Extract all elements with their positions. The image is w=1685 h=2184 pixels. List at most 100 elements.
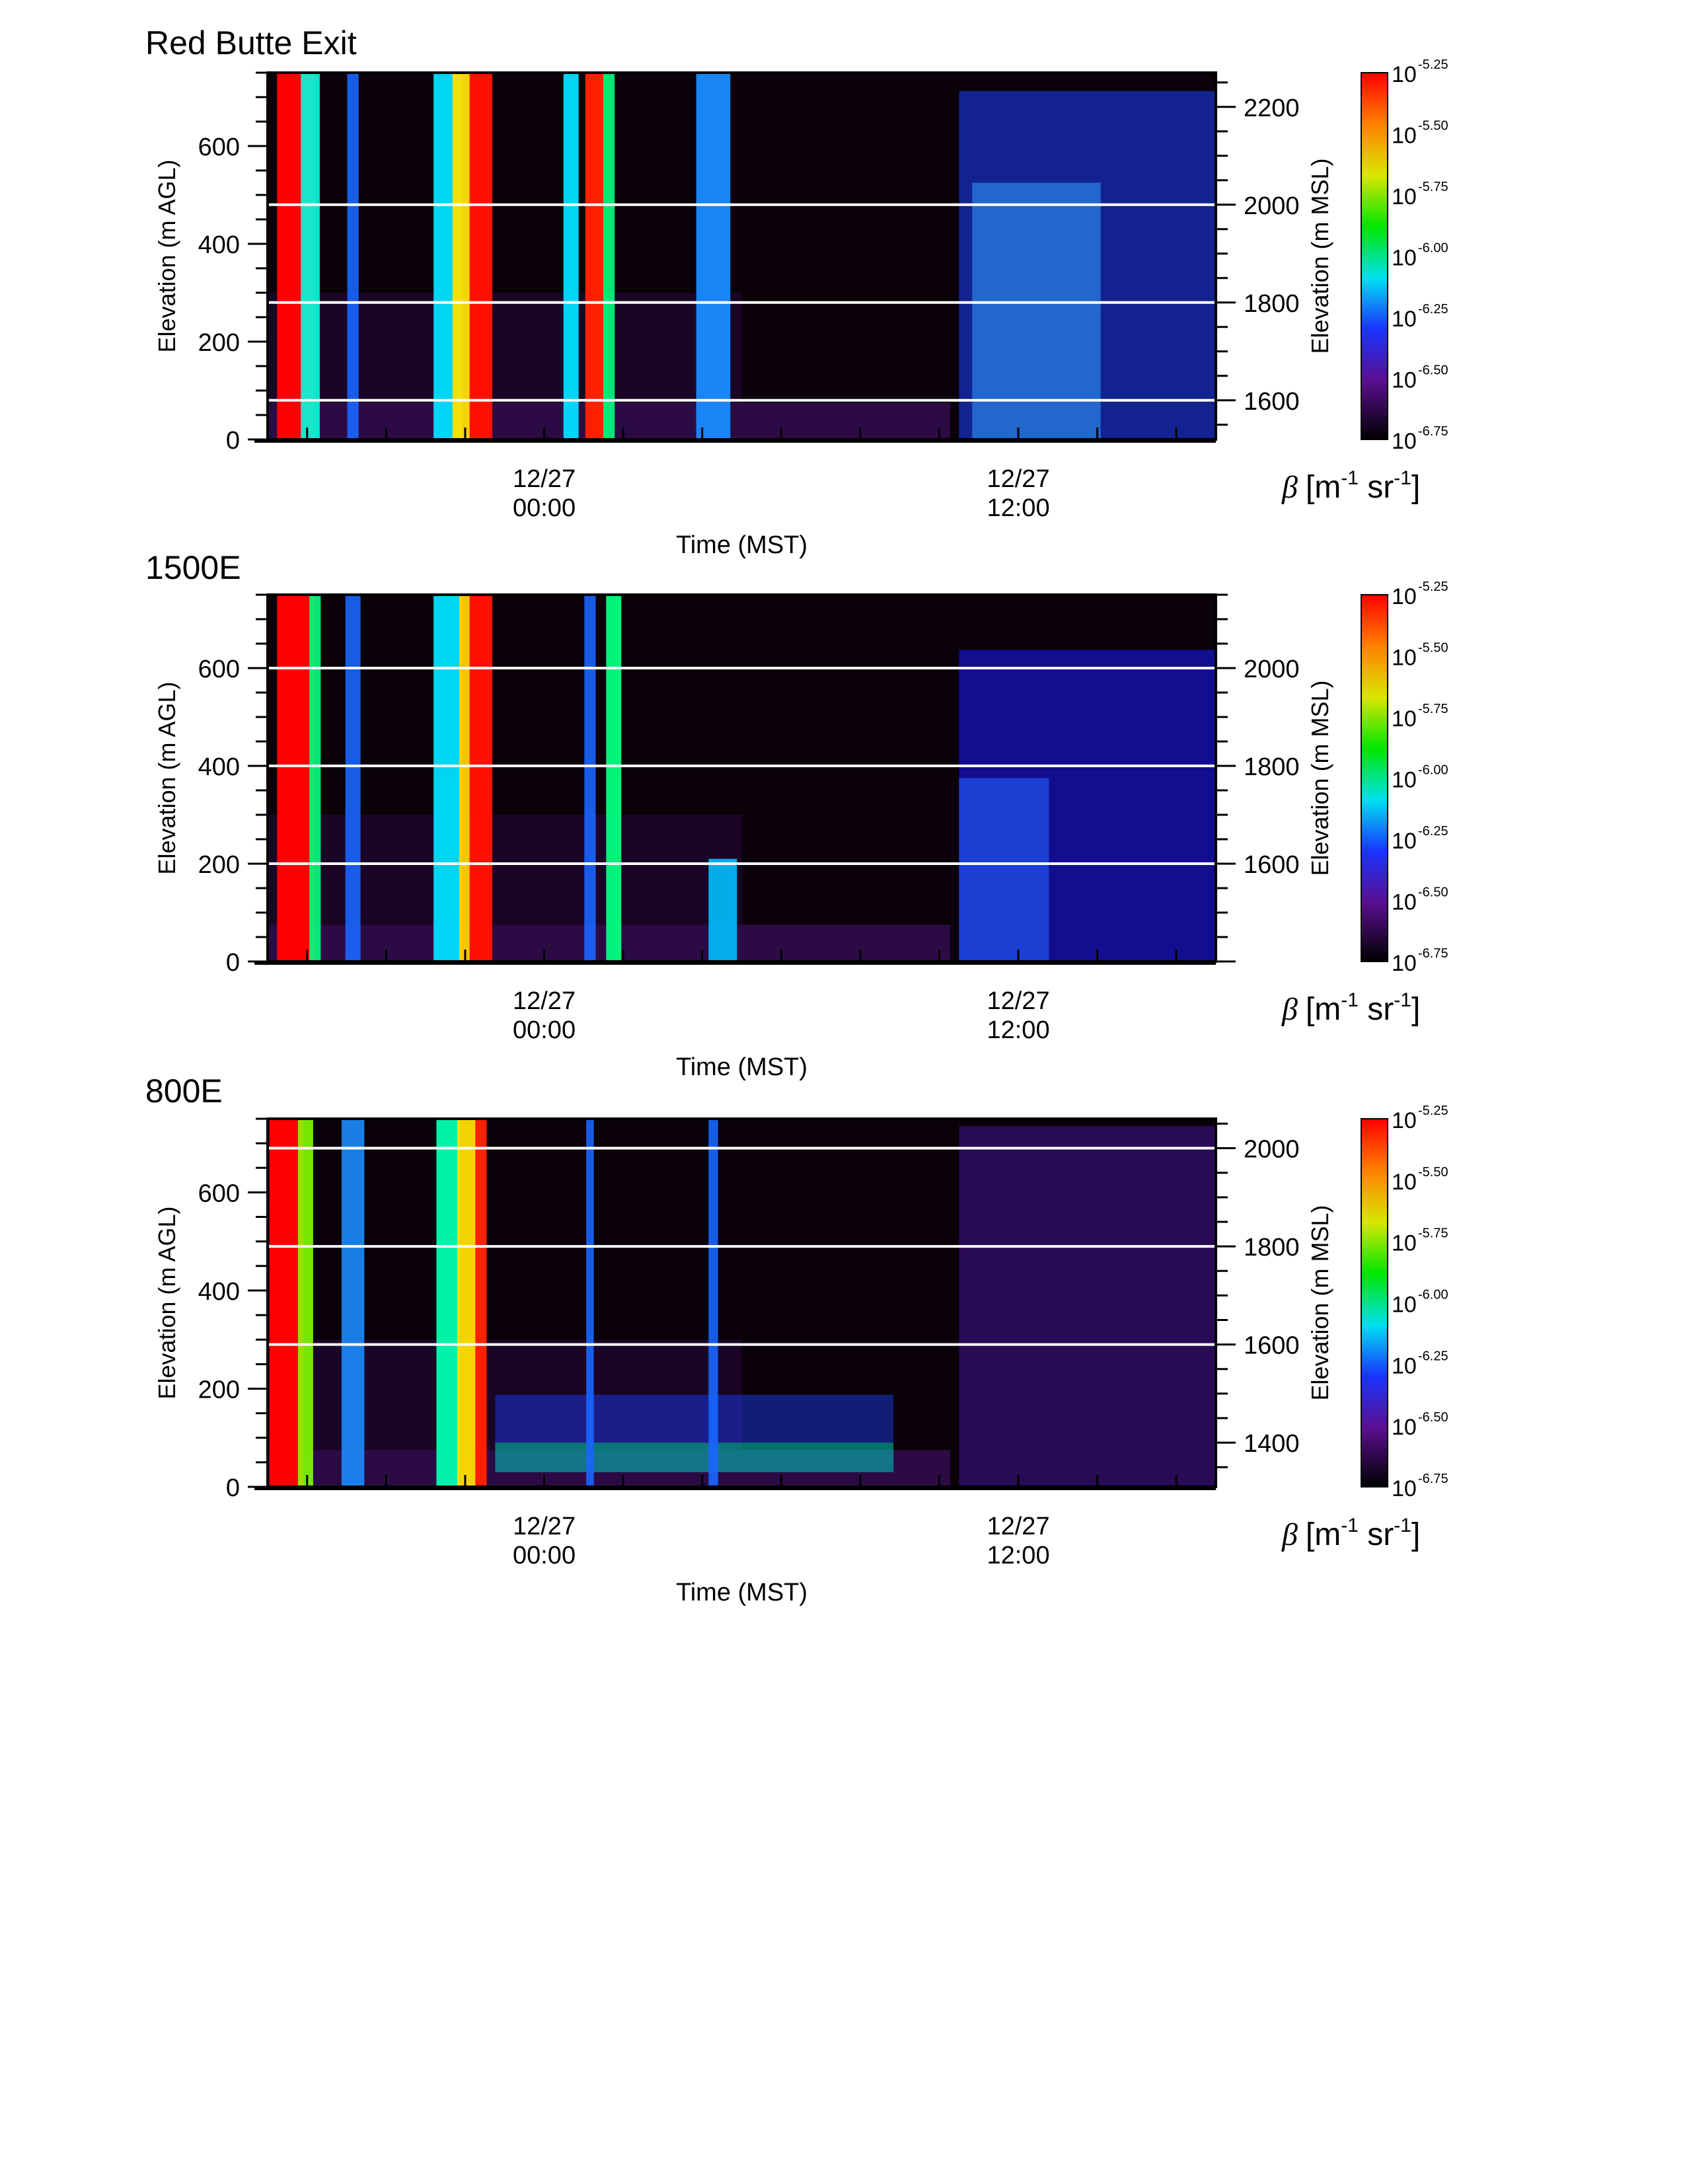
heatmap-afternoon-aerosol-core: [972, 182, 1101, 439]
x-axis-label: Time (MST): [676, 1579, 807, 1606]
x-tick-time: 00:00: [513, 1542, 576, 1569]
colorbar-tick-base: 10: [1392, 368, 1417, 393]
y-axis-label-right: Elevation (m MSL): [1306, 158, 1333, 354]
heatmap-feature: [563, 73, 579, 439]
y-axis-label: Elevation (m AGL): [153, 159, 180, 352]
heatmap-feature: [347, 73, 359, 439]
colorbar-label-label-units-open: [m: [1306, 992, 1341, 1027]
heatmap-feature: [585, 73, 605, 439]
chart-panel-3: 800E0200400600140016001800200012/2700:00…: [145, 1073, 1448, 1606]
colorbar-tick-exponent: -6.25: [1418, 302, 1448, 317]
colorbar-label-label-units-exp1: -1: [1341, 989, 1359, 1011]
colorbar: [1361, 594, 1388, 962]
colorbar-label-label-units-close: ]: [1411, 1517, 1420, 1552]
y-tick-label: 200: [198, 329, 240, 357]
heatmap-feature: [301, 73, 320, 439]
heatmap-feature: [708, 1119, 718, 1487]
colorbar-tick-base: 10: [1392, 890, 1417, 915]
colorbar: [1361, 72, 1388, 440]
y-right-tick-label: 1800: [1244, 753, 1300, 781]
x-tick-time: 12:00: [987, 1016, 1049, 1044]
x-tick-date: 12/27: [987, 987, 1049, 1015]
y-right-tick-label: 1800: [1244, 1234, 1300, 1261]
heatmap-feature: [469, 73, 493, 439]
colorbar-tick-exponent: -5.75: [1418, 702, 1448, 716]
colorbar-tick-exponent: -6.75: [1418, 946, 1448, 961]
colorbar-label-label-units-close: ]: [1411, 992, 1420, 1027]
colorbar-tick-exponent: -6.50: [1418, 363, 1448, 378]
panel-title: 1500E: [145, 549, 241, 586]
colorbar-tick-exponent: -6.75: [1418, 1472, 1448, 1486]
y-axis-label: Elevation (m AGL): [153, 681, 180, 874]
colorbar-tick-exponent: -5.75: [1418, 1226, 1448, 1241]
heatmap-feature: [345, 595, 361, 961]
y-right-tick-label: 1400: [1244, 1430, 1300, 1458]
y-right-tick-label: 2200: [1244, 94, 1300, 122]
y-tick-label: 200: [198, 1376, 240, 1404]
x-axis-label: Time (MST): [676, 1053, 807, 1081]
heatmap-surface-plume: [495, 1443, 894, 1472]
heatmap-feature: [603, 73, 615, 439]
heatmap-feature: [696, 73, 731, 439]
x-tick-time: 12:00: [987, 1542, 1049, 1569]
colorbar-label-label-symbol: β: [1281, 992, 1298, 1027]
colorbar-tick-base: 10: [1392, 1353, 1417, 1378]
colorbar-tick-base: 10: [1392, 1231, 1417, 1256]
colorbar-tick-base: 10: [1392, 184, 1417, 209]
x-tick-time: 12:00: [987, 494, 1049, 522]
colorbar-label-label-units-exp1: -1: [1341, 1515, 1359, 1536]
colorbar-tick-exponent: -5.50: [1418, 641, 1448, 656]
colorbar-label-label-symbol: β: [1281, 1517, 1298, 1552]
y-axis-label: Elevation (m AGL): [153, 1206, 180, 1399]
panel-title: Red Butte Exit: [145, 24, 357, 61]
y-tick-label: 400: [198, 1278, 240, 1306]
colorbar-tick-exponent: -6.00: [1418, 763, 1448, 778]
colorbar-tick-exponent: -6.00: [1418, 241, 1448, 256]
chart-panel-1: Red Butte Exit 0 200 400 600 1600 1800 2000 2200…: [145, 24, 1448, 559]
heatmap-feature: [475, 1119, 487, 1487]
colorbar-tick-base: 10: [1392, 1415, 1417, 1440]
colorbar-tick-exponent: -6.00: [1418, 1288, 1448, 1302]
y-tick-label: 0: [226, 949, 240, 977]
heatmap-feature: [277, 595, 315, 961]
heatmap-feature: [708, 858, 737, 961]
colorbar-tick-exponent: -6.75: [1418, 424, 1448, 439]
colorbar-tick-exponent: -6.25: [1418, 824, 1448, 839]
colorbar-tick-base: 10: [1392, 646, 1417, 671]
colorbar-label-label-units-close: ]: [1411, 470, 1420, 505]
heatmap-feature: [584, 595, 596, 961]
colorbar-label: β [m-1 sr-1]: [1281, 989, 1420, 1027]
heatmap-afternoon-aerosol: [959, 1126, 1216, 1487]
x-tick-time: 00:00: [513, 494, 576, 522]
colorbar-tick-exponent: -6.25: [1418, 1349, 1448, 1363]
panel-title: 800E: [145, 1073, 223, 1110]
heatmap-feature: [586, 1119, 594, 1487]
heatmap-haze: [268, 815, 742, 925]
heatmap-feature: [433, 595, 463, 961]
colorbar-tick-base: 10: [1392, 706, 1417, 732]
colorbar-tick-exponent: -6.50: [1418, 1410, 1448, 1425]
colorbar-tick-base: 10: [1392, 429, 1417, 454]
x-tick-date: 12/27: [513, 987, 576, 1015]
heatmap-haze: [268, 293, 742, 403]
colorbar-tick-exponent: -5.25: [1418, 580, 1448, 594]
y-tick-label: 600: [198, 133, 240, 161]
heatmap-feature: [457, 1119, 476, 1487]
x-tick-time: 00:00: [513, 1016, 576, 1044]
heatmap-feature: [606, 595, 622, 961]
colorbar-tick-base: 10: [1392, 829, 1417, 854]
colorbar-tick-exponent: -6.50: [1418, 885, 1448, 900]
colorbar-label-label-units-exp2: -1: [1394, 1515, 1411, 1536]
plot-frame: [266, 1117, 1217, 1488]
colorbar-tick-base: 10: [1392, 1170, 1417, 1195]
chart-panel-2: 1500E020040060016001800200012/2700:0012/…: [145, 549, 1448, 1081]
colorbar-label-label-units-exp2: -1: [1394, 989, 1411, 1011]
plot-frame: [266, 593, 1217, 963]
colorbar-tick-base: 10: [1392, 307, 1417, 332]
colorbar-label-label-units-open: [m: [1306, 470, 1341, 505]
x-tick-date: 12/27: [987, 1513, 1049, 1540]
y-right-tick-label: 1800: [1244, 290, 1300, 318]
y-right-tick-label: 2000: [1244, 1136, 1300, 1164]
